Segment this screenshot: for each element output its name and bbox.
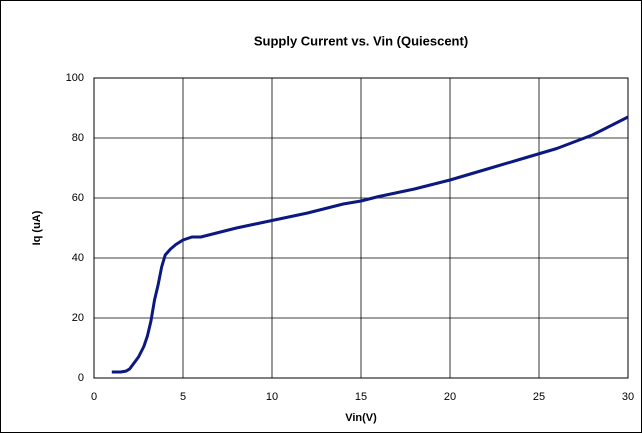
- y-tick-label: 0: [78, 372, 84, 384]
- chart-title: Supply Current vs. Vin (Quiescent): [254, 33, 468, 48]
- y-tick-label: 60: [72, 192, 84, 204]
- y-tick-label: 20: [72, 312, 84, 324]
- x-tick-label: 20: [444, 391, 456, 403]
- y-axis-label: Iq (uA): [31, 210, 43, 245]
- x-tick-label: 15: [355, 391, 367, 403]
- x-tick-label: 5: [180, 391, 186, 403]
- x-tick-label: 25: [533, 391, 545, 403]
- x-axis-label: Vin(V): [345, 412, 377, 424]
- data-line: [111, 115, 629, 374]
- x-tick-label: 0: [91, 391, 97, 403]
- y-tick-label: 100: [66, 72, 84, 84]
- y-tick-label: 80: [72, 132, 84, 144]
- x-tick-label: 30: [622, 391, 634, 403]
- y-tick-label: 40: [72, 252, 84, 264]
- x-tick-label: 10: [266, 391, 278, 403]
